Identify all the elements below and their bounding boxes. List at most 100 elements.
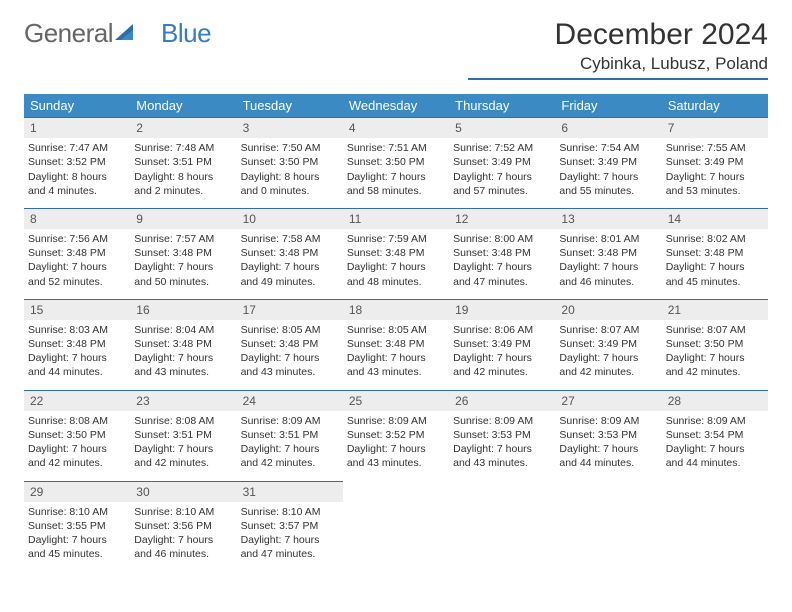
calendar-cell: 20Sunrise: 8:07 AMSunset: 3:49 PMDayligh… [555,299,661,390]
daylight-text: Daylight: 7 hours and 44 minutes. [559,442,657,470]
day-details: Sunrise: 7:48 AMSunset: 3:51 PMDaylight:… [130,138,236,208]
sunrise-text: Sunrise: 8:09 AM [241,414,339,428]
daylight-text: Daylight: 7 hours and 44 minutes. [28,351,126,379]
sunrise-text: Sunrise: 8:08 AM [28,414,126,428]
daylight-text: Daylight: 8 hours and 0 minutes. [241,170,339,198]
sunset-text: Sunset: 3:56 PM [134,519,232,533]
calendar-cell: 21Sunrise: 8:07 AMSunset: 3:50 PMDayligh… [662,299,768,390]
daylight-text: Daylight: 7 hours and 43 minutes. [453,442,551,470]
sunset-text: Sunset: 3:50 PM [666,337,764,351]
sunset-text: Sunset: 3:51 PM [134,155,232,169]
calendar-cell: 27Sunrise: 8:09 AMSunset: 3:53 PMDayligh… [555,390,661,481]
calendar-cell: 9Sunrise: 7:57 AMSunset: 3:48 PMDaylight… [130,208,236,299]
daylight-text: Daylight: 7 hours and 48 minutes. [347,260,445,288]
day-details: Sunrise: 8:10 AMSunset: 3:57 PMDaylight:… [237,502,343,572]
sunrise-text: Sunrise: 8:07 AM [666,323,764,337]
sunrise-text: Sunrise: 8:05 AM [241,323,339,337]
sunset-text: Sunset: 3:50 PM [347,155,445,169]
daylight-text: Daylight: 7 hours and 42 minutes. [134,442,232,470]
day-number: 28 [662,390,768,411]
day-details: Sunrise: 8:03 AMSunset: 3:48 PMDaylight:… [24,320,130,390]
calendar-cell: 1Sunrise: 7:47 AMSunset: 3:52 PMDaylight… [24,117,130,208]
daylight-text: Daylight: 7 hours and 44 minutes. [666,442,764,470]
sunrise-text: Sunrise: 8:08 AM [134,414,232,428]
calendar-cell: 7Sunrise: 7:55 AMSunset: 3:49 PMDaylight… [662,117,768,208]
day-details: Sunrise: 8:07 AMSunset: 3:49 PMDaylight:… [555,320,661,390]
sunrise-text: Sunrise: 8:09 AM [559,414,657,428]
calendar-cell: 17Sunrise: 8:05 AMSunset: 3:48 PMDayligh… [237,299,343,390]
day-number: 8 [24,208,130,229]
calendar-cell [555,481,661,572]
calendar-cell: 15Sunrise: 8:03 AMSunset: 3:48 PMDayligh… [24,299,130,390]
sunset-text: Sunset: 3:48 PM [241,246,339,260]
daylight-text: Daylight: 7 hours and 45 minutes. [28,533,126,561]
sunset-text: Sunset: 3:50 PM [28,428,126,442]
day-details: Sunrise: 8:08 AMSunset: 3:50 PMDaylight:… [24,411,130,481]
daylight-text: Daylight: 7 hours and 53 minutes. [666,170,764,198]
calendar-cell [343,481,449,572]
calendar-cell [449,481,555,572]
calendar-cell: 28Sunrise: 8:09 AMSunset: 3:54 PMDayligh… [662,390,768,481]
daylight-text: Daylight: 7 hours and 47 minutes. [241,533,339,561]
weekday-header: Monday [130,94,236,117]
calendar-cell: 23 Sunrise: 8:08 AMSunset: 3:51 PMDayligh… [130,390,236,481]
calendar-cell: 10Sunrise: 7:58 AMSunset: 3:48 PMDayligh… [237,208,343,299]
daylight-text: Daylight: 7 hours and 55 minutes. [559,170,657,198]
day-number: 18 [343,299,449,320]
day-number: 6 [555,117,661,138]
day-details: Sunrise: 7:59 AMSunset: 3:48 PMDaylight:… [343,229,449,299]
day-number: 23 [130,390,236,411]
calendar-cell: 22Sunrise: 8:08 AMSunset: 3:50 PMDayligh… [24,390,130,481]
calendar-cell: 14Sunrise: 8:02 AMSunset: 3:48 PMDayligh… [662,208,768,299]
calendar-cell: 26Sunrise: 8:09 AMSunset: 3:53 PMDayligh… [449,390,555,481]
sunset-text: Sunset: 3:51 PM [134,428,232,442]
day-number: 5 [449,117,555,138]
weekday-header: Friday [555,94,661,117]
sunset-text: Sunset: 3:48 PM [241,337,339,351]
daylight-text: Daylight: 7 hours and 43 minutes. [134,351,232,379]
day-details: Sunrise: 8:05 AMSunset: 3:48 PMDaylight:… [237,320,343,390]
daylight-text: Daylight: 7 hours and 43 minutes. [347,442,445,470]
day-number: 31 [237,481,343,502]
calendar-cell: 13Sunrise: 8:01 AMSunset: 3:48 PMDayligh… [555,208,661,299]
day-number: 25 [343,390,449,411]
calendar-cell: 29Sunrise: 8:10 AMSunset: 3:55 PMDayligh… [24,481,130,572]
daylight-text: Daylight: 7 hours and 42 minutes. [666,351,764,379]
weekday-header: Saturday [662,94,768,117]
calendar-table: Sunday Monday Tuesday Wednesday Thursday… [24,94,768,571]
day-details: Sunrise: 8:06 AMSunset: 3:49 PMDaylight:… [449,320,555,390]
daylight-text: Daylight: 7 hours and 49 minutes. [241,260,339,288]
daylight-text: Daylight: 7 hours and 45 minutes. [666,260,764,288]
daylight-text: Daylight: 7 hours and 57 minutes. [453,170,551,198]
calendar-cell [662,481,768,572]
calendar-cell: 6Sunrise: 7:54 AMSunset: 3:49 PMDaylight… [555,117,661,208]
day-details: Sunrise: 7:58 AMSunset: 3:48 PMDaylight:… [237,229,343,299]
sunrise-text: Sunrise: 8:10 AM [134,505,232,519]
sunset-text: Sunset: 3:48 PM [28,337,126,351]
day-details: Sunrise: 7:52 AMSunset: 3:49 PMDaylight:… [449,138,555,208]
brand-word-1: General [24,18,113,49]
sunrise-text: Sunrise: 7:54 AM [559,141,657,155]
sunrise-text: Sunrise: 7:56 AM [28,232,126,246]
sunrise-text: Sunrise: 8:03 AM [28,323,126,337]
sunset-text: Sunset: 3:48 PM [347,337,445,351]
sunset-text: Sunset: 3:54 PM [666,428,764,442]
sunrise-text: Sunrise: 8:10 AM [241,505,339,519]
day-details: Sunrise: 7:56 AMSunset: 3:48 PMDaylight:… [24,229,130,299]
day-number: 1 [24,117,130,138]
sunrise-text: Sunrise: 7:48 AM [134,141,232,155]
calendar-week-row: 1Sunrise: 7:47 AMSunset: 3:52 PMDaylight… [24,117,768,208]
day-details: Sunrise: 7:47 AMSunset: 3:52 PMDaylight:… [24,138,130,208]
day-details: Sunrise: 8:09 AMSunset: 3:52 PMDaylight:… [343,411,449,481]
day-details: Sunrise: 8:09 AMSunset: 3:53 PMDaylight:… [449,411,555,481]
sunrise-text: Sunrise: 8:01 AM [559,232,657,246]
day-details: Sunrise: 7:57 AMSunset: 3:48 PMDaylight:… [130,229,236,299]
sunrise-text: Sunrise: 7:52 AM [453,141,551,155]
day-details: Sunrise: 8:04 AMSunset: 3:48 PMDaylight:… [130,320,236,390]
day-details: Sunrise: 8:10 AMSunset: 3:55 PMDaylight:… [24,502,130,572]
sunrise-text: Sunrise: 7:59 AM [347,232,445,246]
daylight-text: Daylight: 7 hours and 46 minutes. [559,260,657,288]
day-details: Sunrise: 8:09 AMSunset: 3:51 PMDaylight:… [237,411,343,481]
weekday-header: Thursday [449,94,555,117]
sunset-text: Sunset: 3:51 PM [241,428,339,442]
